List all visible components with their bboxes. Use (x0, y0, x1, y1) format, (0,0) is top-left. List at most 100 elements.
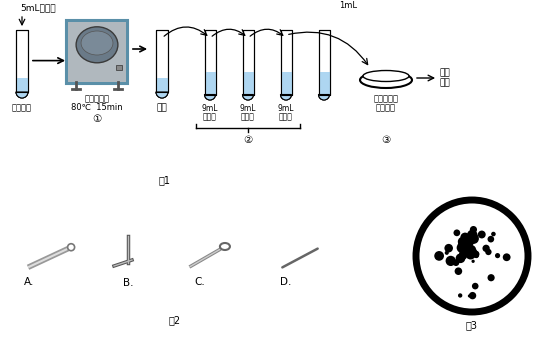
Wedge shape (243, 95, 254, 100)
Circle shape (460, 248, 466, 254)
Wedge shape (319, 95, 330, 100)
Bar (281, 30, 292, 95)
Circle shape (458, 241, 465, 248)
Circle shape (68, 244, 74, 251)
Bar (205, 30, 216, 95)
Text: ①: ① (92, 114, 102, 124)
Text: 1mL: 1mL (220, 0, 238, 2)
Wedge shape (16, 92, 28, 98)
Wedge shape (281, 95, 292, 100)
Text: A.: A. (24, 277, 34, 287)
Text: 1mL: 1mL (339, 1, 357, 10)
Circle shape (465, 249, 469, 252)
Bar (116, 65, 122, 70)
Bar (156, 78, 168, 92)
Circle shape (444, 244, 453, 252)
Bar (16, 78, 28, 92)
Wedge shape (243, 95, 254, 100)
Bar (281, 72, 292, 95)
Circle shape (456, 253, 465, 263)
Circle shape (472, 251, 479, 258)
Circle shape (462, 254, 467, 259)
Bar (243, 30, 254, 95)
Circle shape (462, 246, 471, 255)
Wedge shape (16, 92, 28, 98)
Text: C.: C. (194, 277, 205, 287)
Circle shape (488, 236, 494, 243)
Wedge shape (205, 95, 216, 100)
Circle shape (453, 259, 459, 266)
Wedge shape (156, 92, 168, 98)
Circle shape (460, 232, 470, 242)
Circle shape (458, 237, 467, 246)
Ellipse shape (363, 71, 409, 81)
Circle shape (466, 242, 473, 248)
Circle shape (465, 249, 476, 260)
Text: 9mL: 9mL (202, 104, 218, 113)
Bar (319, 30, 330, 95)
Circle shape (449, 257, 453, 261)
Text: 胨培养基: 胨培养基 (376, 103, 396, 112)
Text: 无菌试管: 无菌试管 (12, 103, 32, 112)
Circle shape (454, 267, 462, 275)
Circle shape (491, 232, 496, 236)
Circle shape (463, 243, 472, 253)
Circle shape (458, 293, 462, 298)
Circle shape (473, 249, 477, 253)
Ellipse shape (360, 72, 412, 88)
Bar (16, 30, 28, 92)
Circle shape (488, 274, 495, 281)
Circle shape (453, 229, 460, 236)
Circle shape (495, 253, 500, 258)
Circle shape (459, 252, 463, 256)
Circle shape (472, 283, 478, 290)
Wedge shape (205, 95, 216, 100)
Text: 5mL生牛奶: 5mL生牛奶 (20, 3, 55, 12)
Text: 图1: 图1 (159, 175, 171, 185)
Circle shape (482, 245, 490, 252)
Text: 培养
计数: 培养 计数 (440, 68, 451, 88)
Bar (281, 30, 292, 95)
Circle shape (464, 237, 473, 247)
Text: 1mL: 1mL (177, 0, 195, 2)
Bar (319, 30, 330, 95)
Ellipse shape (76, 27, 118, 63)
Text: ③: ③ (381, 135, 390, 145)
Circle shape (446, 256, 456, 266)
Circle shape (485, 249, 491, 255)
Text: 无菌水: 无菌水 (279, 112, 293, 121)
Wedge shape (281, 95, 292, 100)
Circle shape (471, 251, 476, 256)
Bar (319, 72, 330, 95)
Wedge shape (319, 95, 330, 100)
Circle shape (467, 230, 477, 240)
Circle shape (464, 247, 468, 251)
Circle shape (470, 226, 477, 233)
Wedge shape (156, 92, 168, 98)
Bar (205, 72, 216, 95)
Text: D.: D. (280, 277, 292, 287)
Circle shape (466, 245, 476, 255)
Text: 1mL: 1mL (258, 0, 276, 2)
Circle shape (464, 249, 471, 257)
Circle shape (464, 247, 470, 253)
Circle shape (503, 253, 510, 261)
Text: 无菌水: 无菌水 (203, 112, 217, 121)
Circle shape (457, 243, 467, 253)
Circle shape (462, 249, 468, 256)
Bar (243, 72, 254, 95)
Circle shape (445, 251, 449, 255)
Circle shape (468, 294, 471, 298)
Circle shape (460, 238, 470, 247)
Circle shape (464, 245, 470, 251)
Bar (156, 30, 168, 92)
Text: 80℃  15min: 80℃ 15min (71, 103, 123, 112)
Ellipse shape (220, 243, 230, 250)
Circle shape (469, 234, 479, 244)
Circle shape (463, 249, 471, 257)
Text: 图2: 图2 (169, 315, 181, 325)
Circle shape (471, 260, 475, 263)
Circle shape (416, 200, 528, 312)
Bar (66, 20, 128, 84)
Text: 恒温水浴锅: 恒温水浴锅 (85, 94, 110, 103)
